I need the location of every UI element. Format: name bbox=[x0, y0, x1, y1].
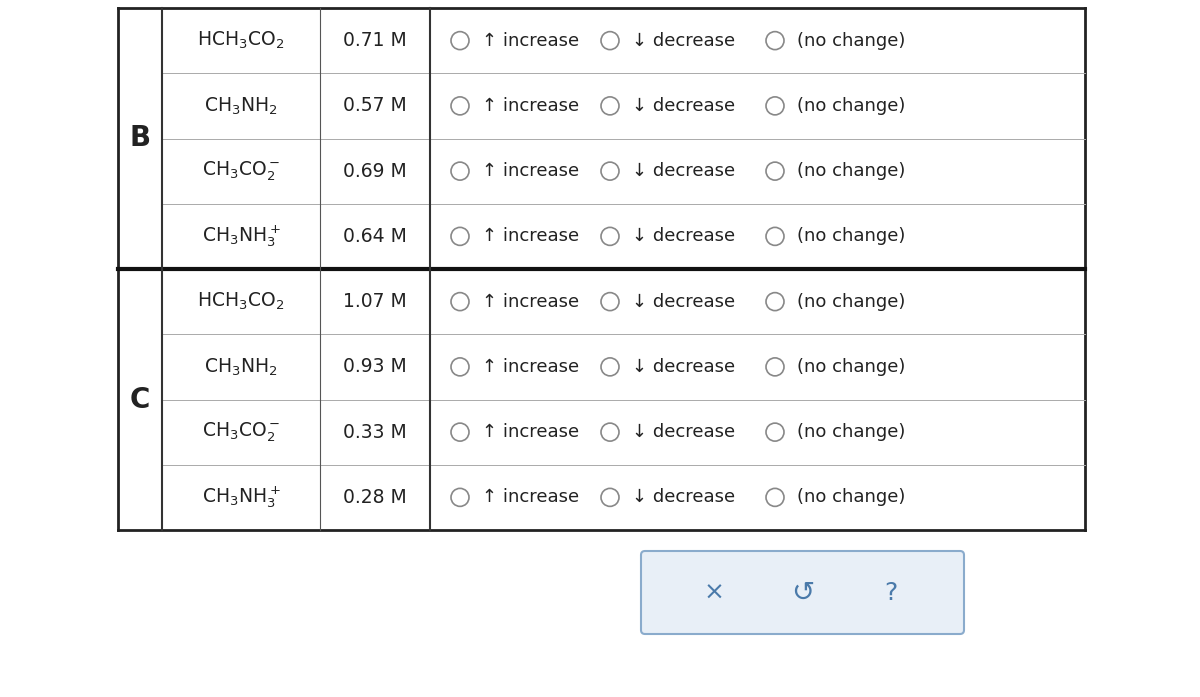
Text: ↑ increase: ↑ increase bbox=[482, 358, 580, 376]
Text: B: B bbox=[130, 125, 150, 153]
Text: (no change): (no change) bbox=[797, 293, 905, 311]
Text: C: C bbox=[130, 385, 150, 413]
Text: ↑ increase: ↑ increase bbox=[482, 489, 580, 507]
Text: 0.33 M: 0.33 M bbox=[343, 422, 407, 442]
Text: (no change): (no change) bbox=[797, 227, 905, 245]
Text: $\mathrm{CH_3CO_2^-}$: $\mathrm{CH_3CO_2^-}$ bbox=[202, 420, 281, 444]
Text: ↓ decrease: ↓ decrease bbox=[632, 293, 736, 311]
Text: ↓ decrease: ↓ decrease bbox=[632, 489, 736, 507]
Text: ↓ decrease: ↓ decrease bbox=[632, 162, 736, 180]
Text: $\mathrm{CH_3NH_3^+}$: $\mathrm{CH_3NH_3^+}$ bbox=[202, 224, 281, 249]
Text: ×: × bbox=[703, 581, 725, 604]
Text: 0.64 M: 0.64 M bbox=[343, 227, 407, 246]
Text: (no change): (no change) bbox=[797, 162, 905, 180]
Text: ↓ decrease: ↓ decrease bbox=[632, 358, 736, 376]
Text: ↓ decrease: ↓ decrease bbox=[632, 31, 736, 49]
Text: ↑ increase: ↑ increase bbox=[482, 162, 580, 180]
Text: ↑ increase: ↑ increase bbox=[482, 97, 580, 115]
Text: ↺: ↺ bbox=[791, 579, 814, 606]
Text: (no change): (no change) bbox=[797, 423, 905, 441]
Text: (no change): (no change) bbox=[797, 358, 905, 376]
Text: ↑ increase: ↑ increase bbox=[482, 423, 580, 441]
Text: $\mathrm{CH_3CO_2^-}$: $\mathrm{CH_3CO_2^-}$ bbox=[202, 160, 281, 183]
Text: ↑ increase: ↑ increase bbox=[482, 31, 580, 49]
Text: $\mathrm{HCH_3CO_2}$: $\mathrm{HCH_3CO_2}$ bbox=[197, 291, 284, 312]
Text: ↑ increase: ↑ increase bbox=[482, 293, 580, 311]
Text: $\mathrm{CH_3NH_2}$: $\mathrm{CH_3NH_2}$ bbox=[204, 356, 278, 378]
Text: ↓ decrease: ↓ decrease bbox=[632, 227, 736, 245]
Text: ↑ increase: ↑ increase bbox=[482, 227, 580, 245]
Text: (no change): (no change) bbox=[797, 97, 905, 115]
Text: $\mathrm{CH_3NH_2}$: $\mathrm{CH_3NH_2}$ bbox=[204, 95, 278, 116]
Text: ↓ decrease: ↓ decrease bbox=[632, 423, 736, 441]
Text: (no change): (no change) bbox=[797, 489, 905, 507]
FancyBboxPatch shape bbox=[641, 551, 964, 634]
Text: 1.07 M: 1.07 M bbox=[343, 292, 407, 311]
Text: ?: ? bbox=[884, 581, 898, 604]
Text: (no change): (no change) bbox=[797, 31, 905, 49]
Text: 0.69 M: 0.69 M bbox=[343, 162, 407, 181]
Text: $\mathrm{CH_3NH_3^+}$: $\mathrm{CH_3NH_3^+}$ bbox=[202, 484, 281, 510]
Text: $\mathrm{HCH_3CO_2}$: $\mathrm{HCH_3CO_2}$ bbox=[197, 30, 284, 52]
Text: 0.93 M: 0.93 M bbox=[343, 358, 407, 376]
Text: 0.28 M: 0.28 M bbox=[343, 488, 407, 507]
Text: 0.57 M: 0.57 M bbox=[343, 96, 407, 116]
Text: ↓ decrease: ↓ decrease bbox=[632, 97, 736, 115]
Text: 0.71 M: 0.71 M bbox=[343, 31, 407, 50]
